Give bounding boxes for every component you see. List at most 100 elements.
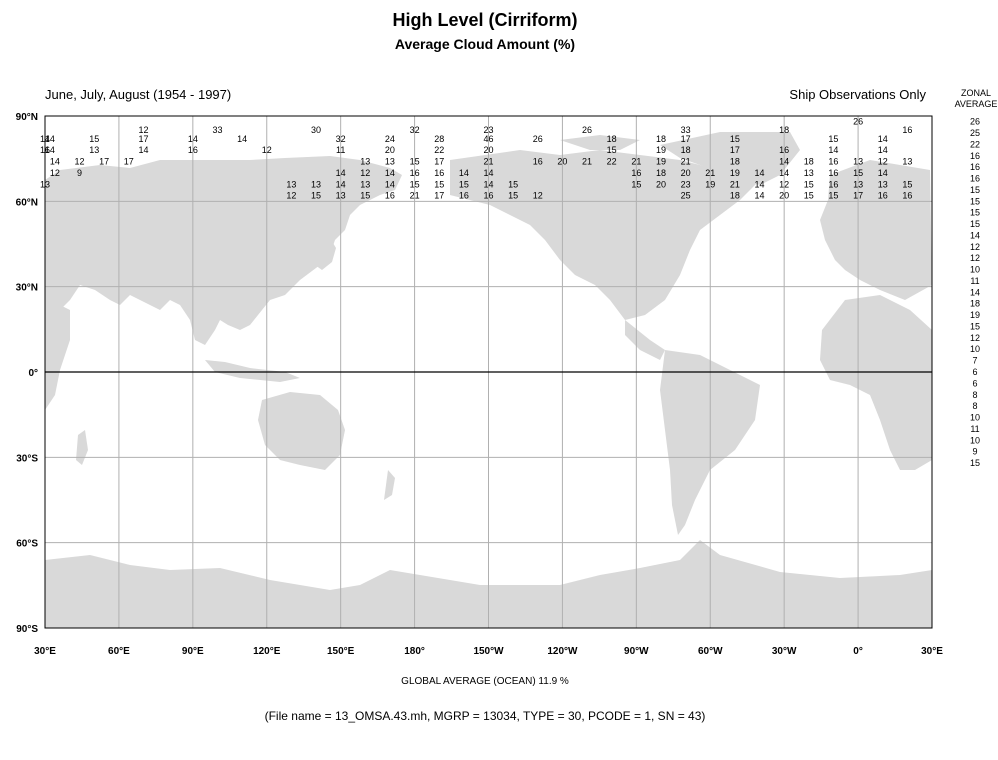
cell-value: 12: [139, 125, 149, 135]
cell-value: 17: [434, 191, 444, 201]
cell-value: 16: [902, 125, 912, 135]
lat-label: 90°N: [16, 112, 38, 123]
zonal-header-line-2: AVERAGE: [954, 99, 998, 109]
lon-label: 150°E: [327, 646, 355, 657]
cell-value: 13: [336, 191, 346, 201]
lat-label: 30°N: [16, 283, 38, 294]
cell-value: 15: [508, 191, 518, 201]
cell-value: 14: [385, 168, 395, 178]
cell-value: 32: [336, 134, 346, 144]
lon-label: 120°W: [547, 646, 578, 657]
cell-value: 15: [508, 179, 518, 189]
cell-value: 12: [50, 168, 60, 178]
cell-value: 18: [804, 157, 814, 167]
zonal-value: 10: [970, 265, 980, 275]
new-zealand-shape: [384, 470, 395, 500]
lon-label: 30°E: [34, 646, 56, 657]
central-america-shape: [625, 320, 665, 360]
cell-value: 14: [188, 134, 198, 144]
cell-value: 15: [631, 179, 641, 189]
australia-shape: [258, 392, 345, 470]
zonal-value: 15: [970, 458, 980, 468]
zonal-value: 22: [970, 139, 980, 149]
file-info: (File name = 13_OMSA.43.mh, MGRP = 13034…: [264, 709, 706, 723]
lon-label: 60°E: [108, 646, 130, 657]
cell-value: 15: [828, 191, 838, 201]
indonesia-shape: [205, 360, 300, 382]
zonal-value: 16: [970, 162, 980, 172]
cell-value: 17: [139, 134, 149, 144]
cell-value: 13: [853, 179, 863, 189]
cell-value: 14: [40, 134, 50, 144]
zonal-value: 25: [970, 128, 980, 138]
zonal-value: 14: [970, 287, 980, 297]
madagascar-shape: [76, 430, 88, 465]
zonal-value: 15: [970, 219, 980, 229]
cell-value: 26: [533, 134, 543, 144]
cell-value: 13: [311, 179, 321, 189]
cell-value: 14: [45, 134, 55, 144]
africa-east-shape: [820, 295, 932, 470]
cell-value: 16: [779, 145, 789, 155]
cell-value: 16: [434, 168, 444, 178]
cell-value: 15: [410, 179, 420, 189]
lon-label: 30°E: [921, 646, 943, 657]
cell-value: 9: [77, 168, 82, 178]
cell-value: 12: [286, 191, 296, 201]
cell-value: 14: [237, 134, 247, 144]
cell-value: 13: [385, 157, 395, 167]
cell-value: 16: [828, 157, 838, 167]
cell-value: 18: [779, 125, 789, 135]
lon-label: 60°W: [698, 646, 723, 657]
cell-value: 14: [755, 191, 765, 201]
eurasia-shape: [45, 156, 402, 345]
zonal-value: 26: [970, 117, 980, 127]
cell-value: 33: [681, 125, 691, 135]
cell-value: 14: [139, 145, 149, 155]
season-label: June, July, August (1954 - 1997): [45, 87, 232, 102]
zonal-value: 19: [970, 310, 980, 320]
cell-value: 12: [360, 168, 370, 178]
zonal-average-values: 2625221616161515151514121210111418191512…: [970, 117, 980, 468]
japan-shape: [315, 238, 336, 270]
cell-value: 12: [779, 179, 789, 189]
cell-value: 21: [681, 157, 691, 167]
zonal-value: 7: [972, 356, 977, 366]
cell-value: 17: [853, 191, 863, 201]
cell-value: 14: [336, 168, 346, 178]
cell-value: 15: [853, 168, 863, 178]
europe-shape: [820, 160, 932, 300]
cell-value: 24: [385, 134, 395, 144]
cell-value: 19: [730, 168, 740, 178]
cell-value: 21: [483, 157, 493, 167]
zonal-value: 10: [970, 413, 980, 423]
cell-value: 20: [483, 145, 493, 155]
cell-value: 13: [902, 157, 912, 167]
longitude-labels: 30°E 60°E 90°E 120°E 150°E 180° 150°W 120°W 90°W…: [34, 646, 943, 657]
cell-value: 15: [311, 191, 321, 201]
cell-value: 16: [188, 145, 198, 155]
cell-value: 15: [459, 179, 469, 189]
cell-value: 15: [607, 145, 617, 155]
cell-value: 20: [385, 145, 395, 155]
cell-value: 14: [50, 157, 60, 167]
cell-value: 13: [804, 168, 814, 178]
cell-value: 21: [410, 191, 420, 201]
zonal-value: 6: [972, 378, 977, 388]
zonal-value: 10: [970, 435, 980, 445]
cell-value: 14: [385, 179, 395, 189]
cell-value: 14: [336, 179, 346, 189]
greenland-shape: [660, 132, 800, 185]
cell-value: 16: [533, 157, 543, 167]
latitude-labels: 90°N 60°N 30°N 0° 30°S 60°S 90°S: [16, 112, 39, 635]
cell-value: 14: [483, 179, 493, 189]
cell-value: 15: [730, 134, 740, 144]
cell-value: 13: [286, 179, 296, 189]
cell-value: 21: [631, 157, 641, 167]
cell-value: 16: [483, 191, 493, 201]
cell-value: 17: [434, 157, 444, 167]
cell-value: 18: [730, 157, 740, 167]
cell-value: 16: [631, 168, 641, 178]
zonal-value: 12: [970, 333, 980, 343]
cell-value: 14: [878, 145, 888, 155]
